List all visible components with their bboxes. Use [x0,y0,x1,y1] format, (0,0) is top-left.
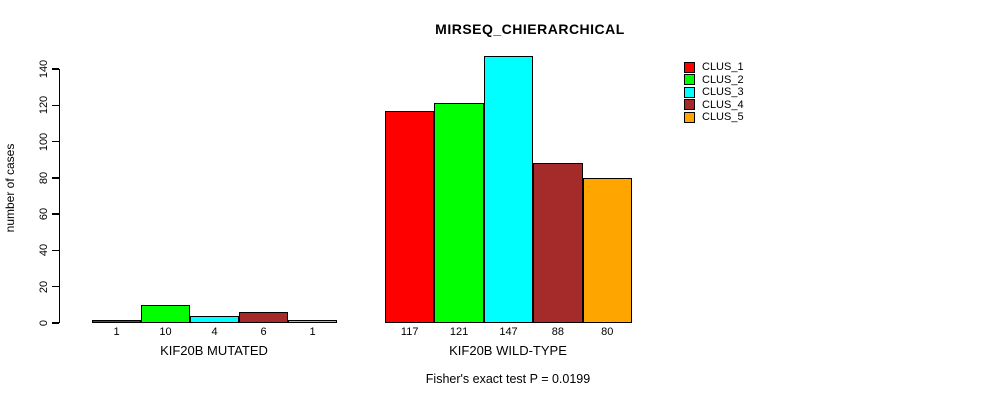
legend-color-swatch [684,74,695,86]
bar-value-label: 4 [211,326,218,338]
legend-item-label: CLUS_1 [702,61,744,73]
bar-clus_2-group2 [434,103,484,323]
y-axis-tick-label: 60 [38,208,50,221]
y-axis-tick-label: 140 [38,59,50,79]
legend-item-clus_4: CLUS_4 [684,99,744,112]
bar-clus_3-group2 [483,56,534,323]
bar-clus_3-group1 [190,315,239,323]
y-axis-tick [51,104,59,107]
y-axis-line [58,69,60,323]
y-axis-label: number of cases [3,143,17,233]
legend-item-label: CLUS_2 [702,73,744,86]
bar-value-label: 80 [601,326,614,338]
bar-value-label: 1 [309,326,316,338]
legend-item-label: CLUS_3 [702,86,744,98]
group-label-mutated: KIF20B MUTATED [160,343,268,358]
y-axis-tick [51,285,59,288]
bar-value-label: 117 [400,326,419,338]
legend-item-label: CLUS_4 [702,98,744,111]
y-axis-tick [51,140,59,143]
legend-item-clus_2: CLUS_2 [684,74,744,87]
y-axis-tick-label: 120 [38,96,50,115]
y-axis-tick [51,177,59,179]
legend-color-swatch [684,86,695,98]
legend-item-clus_5: CLUS_5 [684,111,744,124]
legend-color-swatch [684,61,695,73]
bar-value-label: 10 [159,326,172,338]
bar-value-label: 147 [499,326,518,338]
bar-clus_2-group1 [141,304,190,323]
chart-title: MIRSEQ_CHIERARCHICAL [435,21,625,37]
legend: CLUS_1 CLUS_2 CLUS_3 CLUS_4 CLUS_5 [684,61,744,124]
bar-value-label: 88 [551,326,565,338]
bar-value-label: 6 [260,326,267,338]
y-axis-tick-label: 80 [38,171,50,184]
y-axis-tick-label: 100 [38,132,50,151]
y-axis-tick [51,68,59,70]
legend-item-clus_3: CLUS_3 [684,86,744,99]
y-axis-tick-label: 40 [38,244,50,257]
y-axis-tick-label: 20 [38,280,50,293]
bar-clus_5-group2 [582,177,632,323]
legend-color-swatch [684,99,695,111]
group-label-wildtype: KIF20B WILD-TYPE [449,343,567,358]
fisher-test-annotation: Fisher's exact test P = 0.0199 [425,372,591,386]
bar-clus_5-group1 [288,320,337,323]
bar-value-label: 1 [113,326,120,338]
legend-item-label: CLUS_5 [702,111,744,123]
y-axis-tick [51,213,59,215]
legend-item-clus_1: CLUS_1 [684,61,744,74]
bar-value-label: 121 [449,326,469,338]
legend-color-swatch [684,111,695,123]
y-axis-tick [51,322,59,324]
bar-clus_1-group2 [385,110,435,323]
bar-clus_1-group1 [92,320,141,323]
bar-clus_4-group2 [533,163,583,323]
y-axis-tick [51,249,59,252]
bar-clus_4-group1 [239,312,288,323]
y-axis-tick-label: 0 [38,319,50,327]
